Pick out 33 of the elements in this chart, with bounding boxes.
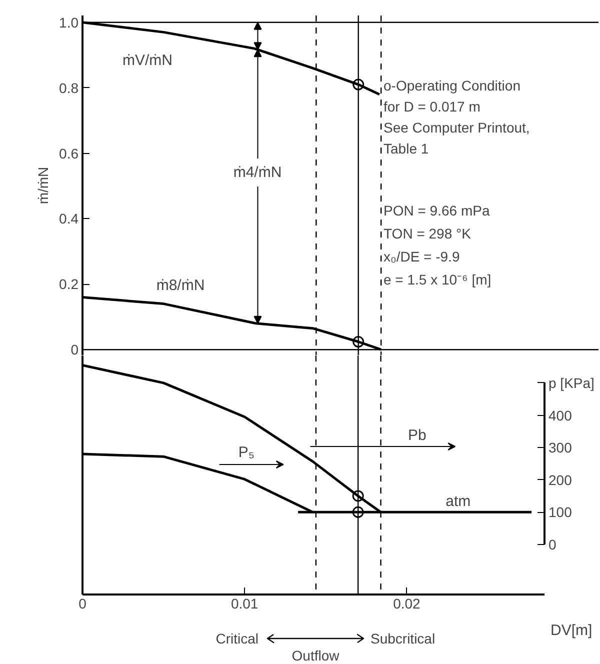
annotation: atm — [446, 493, 471, 510]
y-tick-label: 400 — [548, 407, 572, 424]
y-tick-label: 0.4 — [59, 210, 79, 227]
annotation: ṁ4/ṁN — [233, 164, 282, 181]
y-tick-label: 100 — [548, 504, 572, 520]
annotation: ṁV/ṁN — [122, 52, 173, 69]
text: Outflow — [292, 648, 340, 664]
annotation: P₅ — [238, 444, 254, 461]
y-tick-label: 0.2 — [59, 276, 79, 292]
y-tick-label: p [KPa] — [548, 374, 594, 391]
annotation: TON = 298 °K — [384, 226, 472, 242]
annotation: Table 1 — [384, 140, 429, 156]
x-tick-label: 0.01 — [230, 596, 258, 612]
annotation: e = 1.5 x 10⁻⁶ [m] — [384, 272, 492, 288]
y-tick-label: 300 — [548, 440, 572, 456]
annotation: o-Operating Condition — [384, 78, 520, 94]
annotation: PON = 9.66 mPa — [384, 202, 490, 218]
annotation: See Computer Printout, — [384, 120, 530, 136]
y-tick-label: 0 — [548, 536, 556, 552]
annotation: for D = 0.017 m — [384, 98, 480, 114]
y-tick-label: 0.8 — [59, 80, 79, 96]
y-tick-label: 0 — [70, 342, 79, 358]
x-axis-title: DV[m] — [550, 622, 592, 639]
y-tick-label: 1.0 — [59, 14, 79, 30]
text: Subcritical — [370, 630, 436, 646]
annotation: x₀/DE = -9.9 — [384, 248, 460, 264]
y-tick-label: 200 — [548, 472, 572, 488]
y-tick-label: 0.6 — [59, 145, 79, 162]
annotation: Pb — [408, 427, 426, 444]
y-axis-title: ṁ/ṁN — [35, 166, 52, 204]
x-tick-label: 0.02 — [393, 596, 421, 612]
text: Critical — [216, 630, 258, 646]
annotation: ṁ8/ṁN — [156, 277, 205, 294]
